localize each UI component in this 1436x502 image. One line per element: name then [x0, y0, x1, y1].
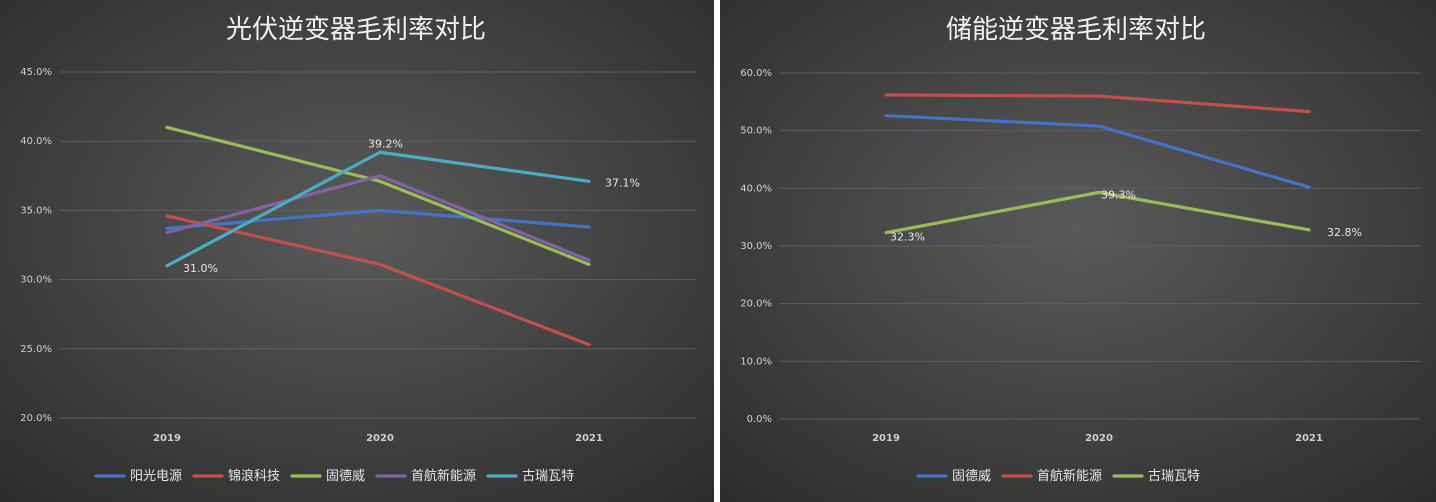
- chart-1-title: 储能逆变器毛利率对比: [946, 15, 1206, 45]
- chart-1-y-tick-label: 50.0%: [740, 126, 772, 137]
- chart-0-background: [0, 0, 714, 502]
- chart-0-y-tick-label: 40.0%: [20, 136, 52, 147]
- chart-0-series-line-0: [165, 208, 591, 230]
- chart-1-y-tick-label: 40.0%: [740, 183, 772, 194]
- chart-0-legend-item: 阳光电源: [94, 469, 182, 484]
- storage-inverter-chart: 储能逆变器毛利率对比 0.0% 10.0% 20.0% 30.0% 40.0% 50.0% 6…: [720, 0, 1436, 502]
- storage-inverter-chart-panel: 储能逆变器毛利率对比 0.0% 10.0% 20.0% 30.0% 40.0% 50.0% 6…: [720, 0, 1436, 502]
- pv-inverter-chart: 光伏逆变器毛利率对比 20.0% 25.0% 30.0% 35.0% 40.0% 45.0%…: [0, 0, 714, 502]
- chart-1-legend-label: 固德威: [952, 469, 991, 484]
- chart-1-series-line-2: [884, 190, 1311, 235]
- chart-1-y-tick-label: 10.0%: [740, 356, 772, 367]
- chart-0-y-tick-label: 30.0%: [20, 275, 52, 286]
- chart-1-y-tick-label: 0.0%: [747, 414, 772, 425]
- chart-1-legend-label: 首航新能源: [1037, 468, 1102, 484]
- chart-1-y-tick-label: 60.0%: [740, 68, 772, 79]
- chart-0-legend-item: 锦浪科技: [192, 469, 280, 484]
- chart-0-y-tick-label: 20.0%: [20, 413, 52, 424]
- chart-1-x-tick-label: 2019: [872, 433, 900, 444]
- chart-0-x-tick-label: 2020: [366, 433, 394, 444]
- chart-0-y-tick-label: 25.0%: [20, 344, 52, 355]
- chart-0-series-line-1: [165, 214, 591, 347]
- chart-0-x-tick-label: 2019: [153, 433, 181, 444]
- chart-0-series-line-3: [165, 174, 591, 262]
- chart-1-y-tick-label: 30.0%: [740, 241, 772, 252]
- chart-1-data-label: 32.3%: [890, 231, 925, 244]
- chart-1-legend-item: 首航新能源: [1001, 468, 1102, 484]
- chart-0-y-tick-label: 35.0%: [20, 205, 52, 216]
- chart-0-legend-item: 古瑞瓦特: [486, 469, 574, 484]
- chart-0-title: 光伏逆变器毛利率对比: [226, 15, 486, 45]
- chart-1-data-label: 32.8%: [1327, 226, 1362, 239]
- chart-0-x-tick-label: 2021: [575, 433, 603, 444]
- chart-0-series-line-2: [165, 125, 591, 266]
- pv-inverter-chart-panel: 光伏逆变器毛利率对比 20.0% 25.0% 30.0% 35.0% 40.0% 45.0%…: [0, 0, 714, 502]
- chart-1-legend-item: 固德威: [916, 469, 991, 484]
- chart-1-legend-item: 古瑞瓦特: [1112, 469, 1200, 484]
- chart-0-legend-label: 古瑞瓦特: [522, 469, 574, 484]
- chart-1-x-tick-label: 2020: [1085, 433, 1113, 444]
- chart-0-data-label: 37.1%: [605, 176, 640, 189]
- chart-1-x-tick-label: 2021: [1295, 433, 1323, 444]
- chart-1-y-tick-label: 20.0%: [740, 299, 772, 310]
- chart-0-legend-item: 首航新能源: [375, 468, 476, 484]
- chart-1-series-line-1: [884, 93, 1311, 114]
- chart-0-legend-label: 阳光电源: [130, 469, 182, 484]
- chart-1-data-label: 39.3%: [1101, 188, 1136, 201]
- chart-0-legend-label: 首航新能源: [411, 468, 476, 484]
- chart-1-series-line-0: [884, 114, 1311, 189]
- chart-1-background: [720, 0, 1436, 502]
- chart-0-legend-label: 固德威: [326, 469, 365, 484]
- chart-0-series-line-4: [165, 150, 591, 268]
- chart-0-data-label: 39.2%: [368, 137, 403, 150]
- chart-0-data-label: 31.0%: [183, 262, 218, 275]
- chart-0-y-tick-label: 45.0%: [20, 67, 52, 78]
- chart-0-legend-item: 固德威: [290, 469, 365, 484]
- chart-0-legend-label: 锦浪科技: [228, 469, 280, 484]
- chart-1-legend-label: 古瑞瓦特: [1148, 469, 1200, 484]
